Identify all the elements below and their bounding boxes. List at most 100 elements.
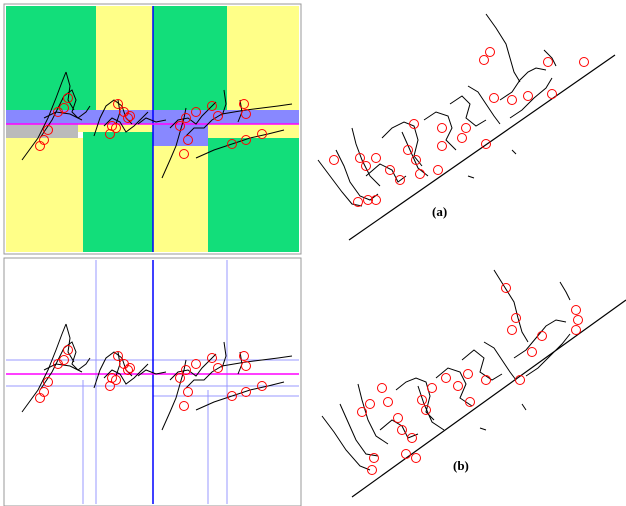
pen-stroke	[395, 377, 435, 421]
marker-circle	[507, 325, 517, 335]
yellow-region	[78, 124, 153, 132]
marker-circle	[329, 155, 339, 165]
pen-stroke	[351, 127, 381, 187]
marker-circle	[427, 383, 437, 393]
pen-stroke	[317, 159, 363, 207]
pen-stroke	[485, 13, 521, 83]
yellow-region	[96, 6, 153, 110]
green-region	[6, 6, 96, 110]
pen-stroke	[137, 369, 167, 377]
marker-circle	[113, 99, 123, 109]
pen-stroke	[39, 89, 91, 139]
marker-circle	[481, 375, 491, 385]
marker-circle	[501, 283, 511, 293]
pen-stroke	[161, 107, 187, 179]
pen-stroke	[185, 103, 293, 137]
pen-stroke	[511, 149, 517, 155]
pen-stroke	[479, 427, 487, 431]
marker-circle	[181, 365, 191, 375]
marker-circle	[401, 449, 411, 459]
pen-stroke	[339, 403, 379, 457]
marker-circle	[179, 401, 189, 411]
pen-stroke	[559, 281, 571, 301]
marker-circles	[35, 93, 267, 159]
marker-circle	[213, 111, 223, 121]
pen-stroke	[103, 363, 149, 385]
marker-circle	[183, 387, 193, 397]
marker-circle	[241, 387, 251, 397]
marker-circle	[105, 381, 115, 391]
marker-circle	[111, 375, 121, 385]
marker-circle	[207, 101, 217, 111]
marker-circle	[385, 165, 395, 175]
marker-circle	[433, 165, 443, 175]
marker-circle	[111, 123, 121, 133]
marker-circle	[403, 145, 413, 155]
marker-circle	[355, 153, 365, 163]
guide-lines-panel	[3, 257, 302, 506]
marker-circle	[511, 313, 521, 323]
marker-circle	[181, 113, 191, 123]
marker-circle	[123, 365, 133, 375]
marker-circle	[579, 57, 589, 67]
pen-stroke	[467, 175, 475, 179]
marker-circle	[485, 47, 495, 57]
green-region	[208, 138, 299, 252]
marker-circle	[411, 155, 421, 165]
marker-circle	[411, 453, 421, 463]
marker-circle	[113, 351, 123, 361]
pen-stroke	[185, 355, 293, 389]
marker-circle	[257, 381, 267, 391]
marker-circle	[353, 197, 363, 207]
marker-circle	[125, 363, 135, 373]
marker-circle	[213, 363, 223, 373]
pen-stroke	[365, 163, 407, 183]
handwriting-strokes	[321, 269, 571, 471]
marker-circle	[543, 57, 553, 67]
marker-circles	[357, 283, 583, 475]
marker-circle	[361, 161, 371, 171]
pen-stroke	[401, 131, 429, 177]
pen-stroke	[137, 117, 167, 125]
pen-stroke	[21, 323, 67, 413]
marker-circle	[123, 113, 133, 123]
marker-circle	[241, 361, 251, 371]
pen-stroke	[21, 71, 67, 161]
marker-circle	[191, 359, 201, 369]
handwriting-strokes	[317, 13, 557, 207]
skewed-word-panel-b: (b)	[321, 269, 626, 498]
marker-circle	[527, 347, 537, 357]
marker-circle	[393, 413, 403, 423]
marker-circle	[365, 399, 375, 409]
marker-circle	[105, 129, 115, 139]
marker-circle	[227, 139, 237, 149]
pen-stroke	[221, 89, 227, 117]
marker-circle	[191, 107, 201, 117]
marker-circle	[63, 345, 73, 355]
marker-circle	[241, 109, 251, 119]
pen-stroke	[65, 71, 75, 111]
marker-circle	[227, 391, 237, 401]
pen-stroke	[103, 111, 149, 133]
pen-stroke	[521, 403, 527, 411]
pen-stroke	[195, 129, 285, 159]
marker-circle	[523, 91, 533, 101]
pen-stroke	[169, 101, 217, 129]
marker-circle	[457, 133, 467, 143]
yellow-region	[153, 146, 208, 252]
pen-stroke	[461, 349, 503, 381]
marker-circle	[395, 175, 405, 185]
handwriting-strokes	[21, 71, 293, 179]
green-region	[83, 132, 153, 252]
pen-stroke	[43, 363, 83, 373]
marker-circle	[383, 397, 393, 407]
marker-circle	[453, 381, 463, 391]
slanted-baseline	[348, 54, 616, 241]
marker-circle	[437, 123, 447, 133]
pen-stroke	[195, 381, 285, 411]
marker-circle	[367, 465, 377, 475]
pen-stroke	[543, 49, 557, 67]
pen-stroke	[221, 341, 227, 369]
marker-circle	[573, 315, 583, 325]
